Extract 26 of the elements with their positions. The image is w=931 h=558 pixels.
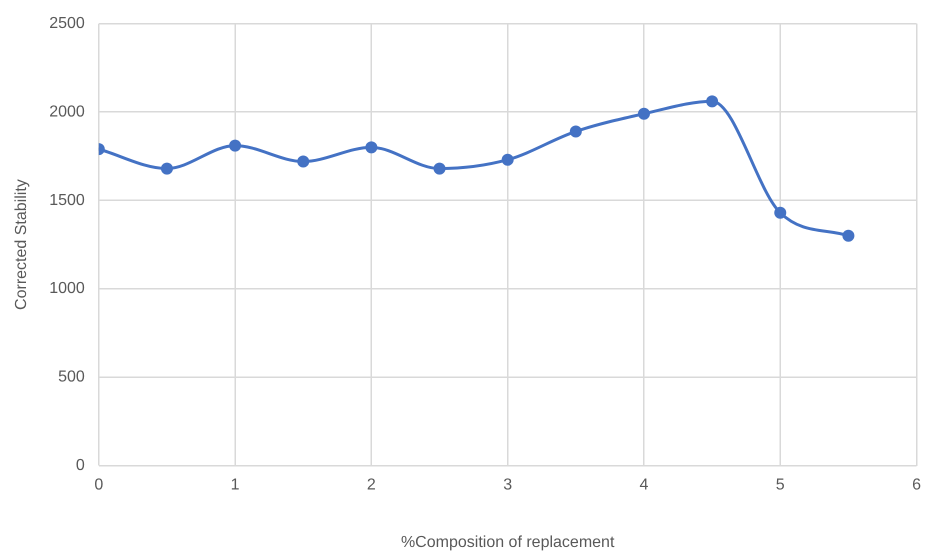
y-tick-label: 1000 bbox=[49, 280, 85, 298]
y-axis-title: Corrected Stability bbox=[13, 179, 30, 310]
point bbox=[160, 162, 173, 175]
point bbox=[570, 125, 582, 138]
point bbox=[434, 162, 446, 175]
x-tick-label: 1 bbox=[230, 476, 240, 494]
y-tick-label: 0 bbox=[76, 457, 85, 474]
point bbox=[774, 206, 786, 219]
point bbox=[502, 154, 514, 166]
point bbox=[638, 108, 650, 120]
y-tick-label: 2500 bbox=[49, 15, 85, 32]
x-tick-label: 5 bbox=[776, 476, 785, 494]
point bbox=[365, 141, 378, 154]
y-tick-label: 2000 bbox=[49, 103, 85, 120]
x-tick-label: 2 bbox=[366, 476, 376, 494]
point bbox=[842, 230, 854, 242]
y-tick-label: 1500 bbox=[49, 192, 85, 209]
x-tick-label: 0 bbox=[94, 476, 104, 494]
point bbox=[297, 156, 310, 168]
x-axis-title: %Composition of replacement bbox=[400, 534, 615, 551]
point bbox=[229, 140, 242, 152]
y-tick-label: 500 bbox=[58, 368, 85, 386]
x-tick-label: 3 bbox=[503, 476, 512, 494]
point bbox=[706, 95, 718, 108]
x-tick-label: 4 bbox=[640, 476, 649, 494]
x-tick-label: 6 bbox=[912, 476, 922, 494]
